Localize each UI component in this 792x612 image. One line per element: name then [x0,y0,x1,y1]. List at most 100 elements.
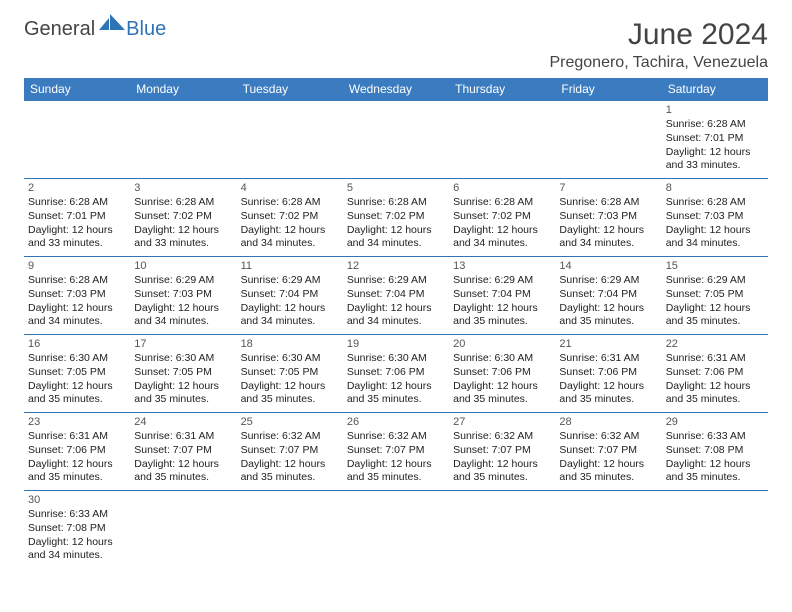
calendar-cell: 29Sunrise: 6:33 AMSunset: 7:08 PMDayligh… [662,413,768,491]
day-detail-line: Sunrise: 6:32 AM [347,430,445,444]
day-detail-line: Daylight: 12 hours [666,380,764,394]
day-number: 7 [559,181,657,195]
day-detail-line: Sunset: 7:05 PM [28,366,126,380]
calendar-cell: 4Sunrise: 6:28 AMSunset: 7:02 PMDaylight… [237,179,343,257]
day-number: 2 [28,181,126,195]
calendar-cell-empty [343,101,449,179]
day-detail-line: Sunrise: 6:28 AM [453,196,551,210]
calendar-cell: 11Sunrise: 6:29 AMSunset: 7:04 PMDayligh… [237,257,343,335]
day-detail-line: Daylight: 12 hours [347,302,445,316]
day-detail-line: Daylight: 12 hours [28,302,126,316]
logo-text-blue: Blue [126,18,166,41]
day-detail-line: Daylight: 12 hours [559,302,657,316]
calendar-cell: 8Sunrise: 6:28 AMSunset: 7:03 PMDaylight… [662,179,768,257]
calendar-cell: 6Sunrise: 6:28 AMSunset: 7:02 PMDaylight… [449,179,555,257]
calendar-cell-empty [343,491,449,569]
day-detail-line: and 34 minutes. [28,315,126,329]
calendar-cell: 1Sunrise: 6:28 AMSunset: 7:01 PMDaylight… [662,101,768,179]
day-detail-line: and 35 minutes. [241,393,339,407]
day-detail-line: Daylight: 12 hours [241,224,339,238]
day-number: 18 [241,337,339,351]
day-number: 5 [347,181,445,195]
calendar-row: 1Sunrise: 6:28 AMSunset: 7:01 PMDaylight… [24,101,768,179]
weekday-header: Monday [130,78,236,101]
day-detail-line: Sunset: 7:03 PM [559,210,657,224]
day-detail-line: Sunset: 7:04 PM [453,288,551,302]
day-detail-line: Sunset: 7:02 PM [241,210,339,224]
calendar-cell: 24Sunrise: 6:31 AMSunset: 7:07 PMDayligh… [130,413,236,491]
day-detail-line: and 34 minutes. [241,315,339,329]
day-detail-line: Sunrise: 6:30 AM [241,352,339,366]
day-number: 8 [666,181,764,195]
title-block: June 2024 Pregonero, Tachira, Venezuela [549,18,768,72]
calendar-cell: 20Sunrise: 6:30 AMSunset: 7:06 PMDayligh… [449,335,555,413]
day-detail-line: Daylight: 12 hours [666,458,764,472]
calendar-cell: 25Sunrise: 6:32 AMSunset: 7:07 PMDayligh… [237,413,343,491]
calendar-cell: 22Sunrise: 6:31 AMSunset: 7:06 PMDayligh… [662,335,768,413]
day-detail-line: Sunrise: 6:28 AM [134,196,232,210]
weekday-header-row: SundayMondayTuesdayWednesdayThursdayFrid… [24,78,768,101]
day-detail-line: Daylight: 12 hours [453,380,551,394]
day-number: 19 [347,337,445,351]
day-detail-line: and 34 minutes. [666,237,764,251]
calendar-cell: 14Sunrise: 6:29 AMSunset: 7:04 PMDayligh… [555,257,661,335]
day-detail-line: and 34 minutes. [241,237,339,251]
day-detail-line: Sunset: 7:05 PM [666,288,764,302]
day-detail-line: Sunset: 7:01 PM [28,210,126,224]
calendar-cell: 15Sunrise: 6:29 AMSunset: 7:05 PMDayligh… [662,257,768,335]
day-detail-line: Sunset: 7:08 PM [28,522,126,536]
day-detail-line: Daylight: 12 hours [134,380,232,394]
day-detail-line: Sunrise: 6:28 AM [666,196,764,210]
day-detail-line: and 34 minutes. [28,549,126,563]
day-detail-line: Sunrise: 6:28 AM [559,196,657,210]
day-number: 13 [453,259,551,273]
calendar-cell: 30Sunrise: 6:33 AMSunset: 7:08 PMDayligh… [24,491,130,569]
day-detail-line: Sunrise: 6:29 AM [241,274,339,288]
calendar-cell: 18Sunrise: 6:30 AMSunset: 7:05 PMDayligh… [237,335,343,413]
day-number: 6 [453,181,551,195]
day-detail-line: Daylight: 12 hours [453,224,551,238]
day-detail-line: and 35 minutes. [559,393,657,407]
calendar-cell: 27Sunrise: 6:32 AMSunset: 7:07 PMDayligh… [449,413,555,491]
day-detail-line: Daylight: 12 hours [241,380,339,394]
day-detail-line: Sunset: 7:06 PM [28,444,126,458]
day-number: 30 [28,493,126,507]
calendar-cell-empty [449,101,555,179]
day-detail-line: and 34 minutes. [453,237,551,251]
day-detail-line: Sunrise: 6:29 AM [453,274,551,288]
day-detail-line: Sunrise: 6:28 AM [28,196,126,210]
day-detail-line: and 33 minutes. [666,159,764,173]
day-detail-line: and 34 minutes. [559,237,657,251]
day-detail-line: Sunset: 7:05 PM [134,366,232,380]
calendar-cell: 28Sunrise: 6:32 AMSunset: 7:07 PMDayligh… [555,413,661,491]
day-detail-line: Sunset: 7:08 PM [666,444,764,458]
calendar-cell: 21Sunrise: 6:31 AMSunset: 7:06 PMDayligh… [555,335,661,413]
calendar-cell: 2Sunrise: 6:28 AMSunset: 7:01 PMDaylight… [24,179,130,257]
day-detail-line: Sunrise: 6:28 AM [347,196,445,210]
calendar-cell: 19Sunrise: 6:30 AMSunset: 7:06 PMDayligh… [343,335,449,413]
calendar-cell: 5Sunrise: 6:28 AMSunset: 7:02 PMDaylight… [343,179,449,257]
day-detail-line: Sunset: 7:02 PM [347,210,445,224]
day-detail-line: and 34 minutes. [347,315,445,329]
day-number: 15 [666,259,764,273]
day-detail-line: and 35 minutes. [453,315,551,329]
day-detail-line: Daylight: 12 hours [28,380,126,394]
day-detail-line: and 35 minutes. [347,471,445,485]
day-detail-line: Sunrise: 6:33 AM [666,430,764,444]
day-number: 29 [666,415,764,429]
calendar-cell: 23Sunrise: 6:31 AMSunset: 7:06 PMDayligh… [24,413,130,491]
day-detail-line: Sunset: 7:04 PM [241,288,339,302]
calendar-cell: 16Sunrise: 6:30 AMSunset: 7:05 PMDayligh… [24,335,130,413]
day-detail-line: Daylight: 12 hours [347,380,445,394]
day-detail-line: and 35 minutes. [134,393,232,407]
calendar-cell: 13Sunrise: 6:29 AMSunset: 7:04 PMDayligh… [449,257,555,335]
day-detail-line: Sunset: 7:04 PM [347,288,445,302]
day-detail-line: Sunrise: 6:30 AM [347,352,445,366]
day-detail-line: Sunrise: 6:28 AM [666,118,764,132]
day-detail-line: Sunset: 7:06 PM [559,366,657,380]
day-detail-line: Sunset: 7:07 PM [134,444,232,458]
weekday-header: Friday [555,78,661,101]
day-number: 25 [241,415,339,429]
day-number: 26 [347,415,445,429]
day-detail-line: Sunset: 7:07 PM [347,444,445,458]
